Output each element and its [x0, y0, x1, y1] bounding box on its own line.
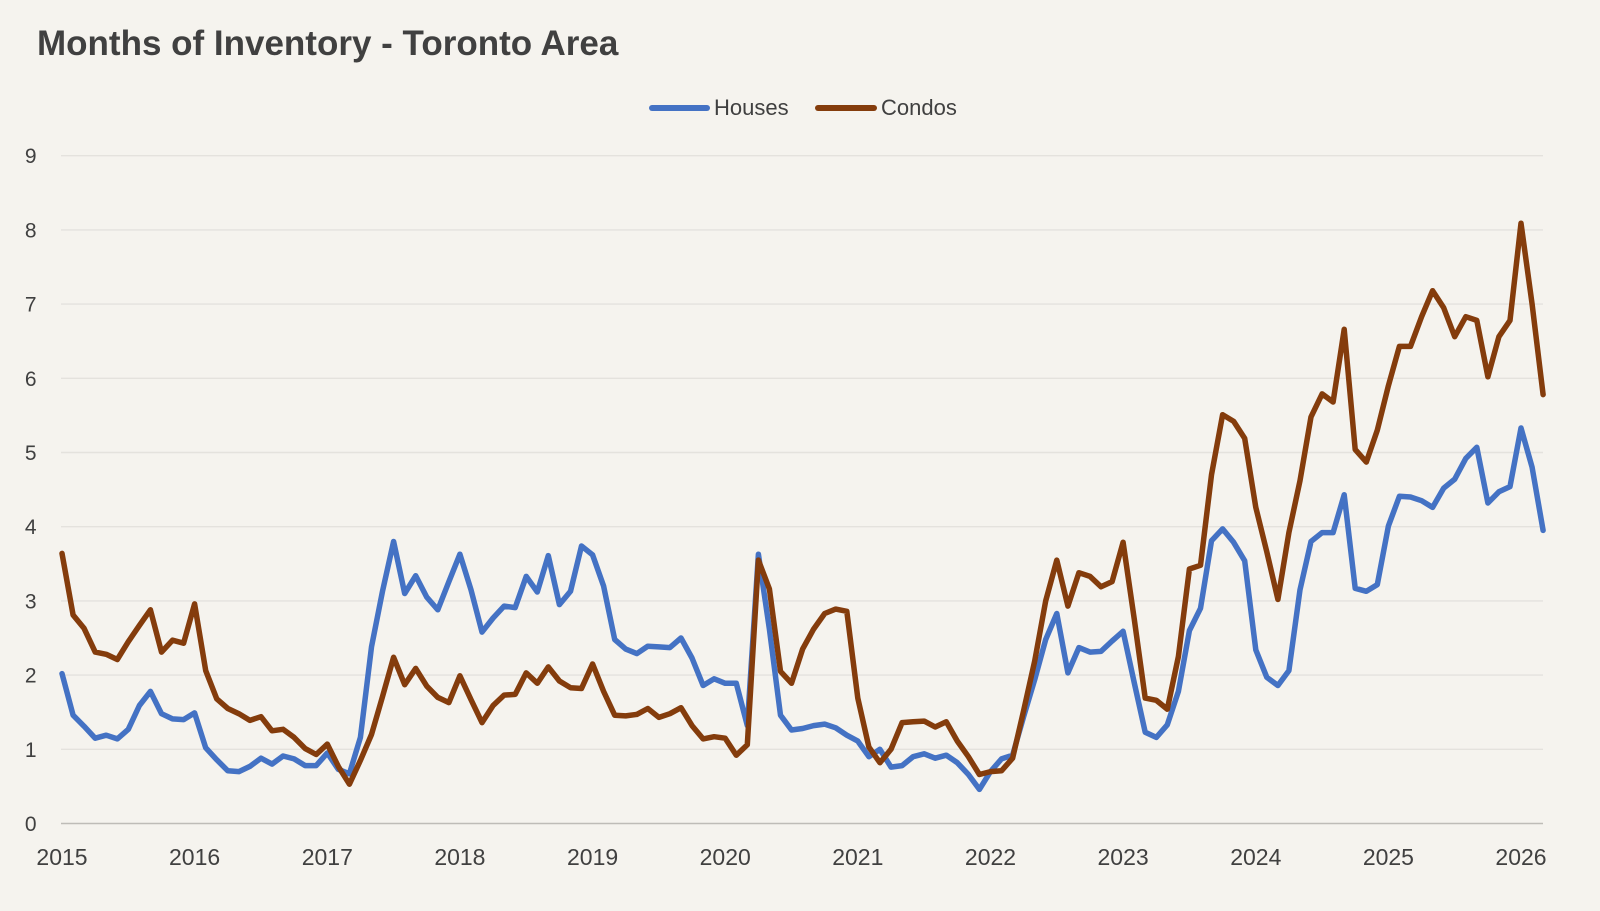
svg-text:2021: 2021	[832, 844, 883, 870]
svg-text:2020: 2020	[700, 844, 751, 870]
svg-text:2025: 2025	[1363, 844, 1414, 870]
svg-text:5: 5	[25, 442, 37, 465]
svg-text:2: 2	[25, 665, 37, 688]
svg-text:4: 4	[25, 516, 37, 539]
svg-text:Condos: Condos	[881, 95, 957, 120]
svg-text:9: 9	[25, 145, 37, 168]
svg-text:Months of Inventory - Toronto: Months of Inventory - Toronto Area	[37, 24, 619, 63]
svg-text:2023: 2023	[1098, 844, 1149, 870]
svg-text:8: 8	[25, 219, 37, 242]
svg-text:2024: 2024	[1230, 844, 1281, 870]
svg-text:1: 1	[25, 739, 37, 762]
svg-text:3: 3	[25, 590, 37, 613]
svg-text:2015: 2015	[36, 844, 87, 870]
svg-text:2016: 2016	[169, 844, 220, 870]
svg-text:0: 0	[25, 813, 37, 836]
svg-text:Houses: Houses	[714, 95, 789, 120]
svg-text:2022: 2022	[965, 844, 1016, 870]
svg-text:2017: 2017	[302, 844, 353, 870]
svg-text:7: 7	[25, 294, 37, 317]
svg-text:2019: 2019	[567, 844, 618, 870]
svg-text:2026: 2026	[1495, 844, 1546, 870]
svg-text:2018: 2018	[434, 844, 485, 870]
svg-text:6: 6	[25, 368, 37, 391]
